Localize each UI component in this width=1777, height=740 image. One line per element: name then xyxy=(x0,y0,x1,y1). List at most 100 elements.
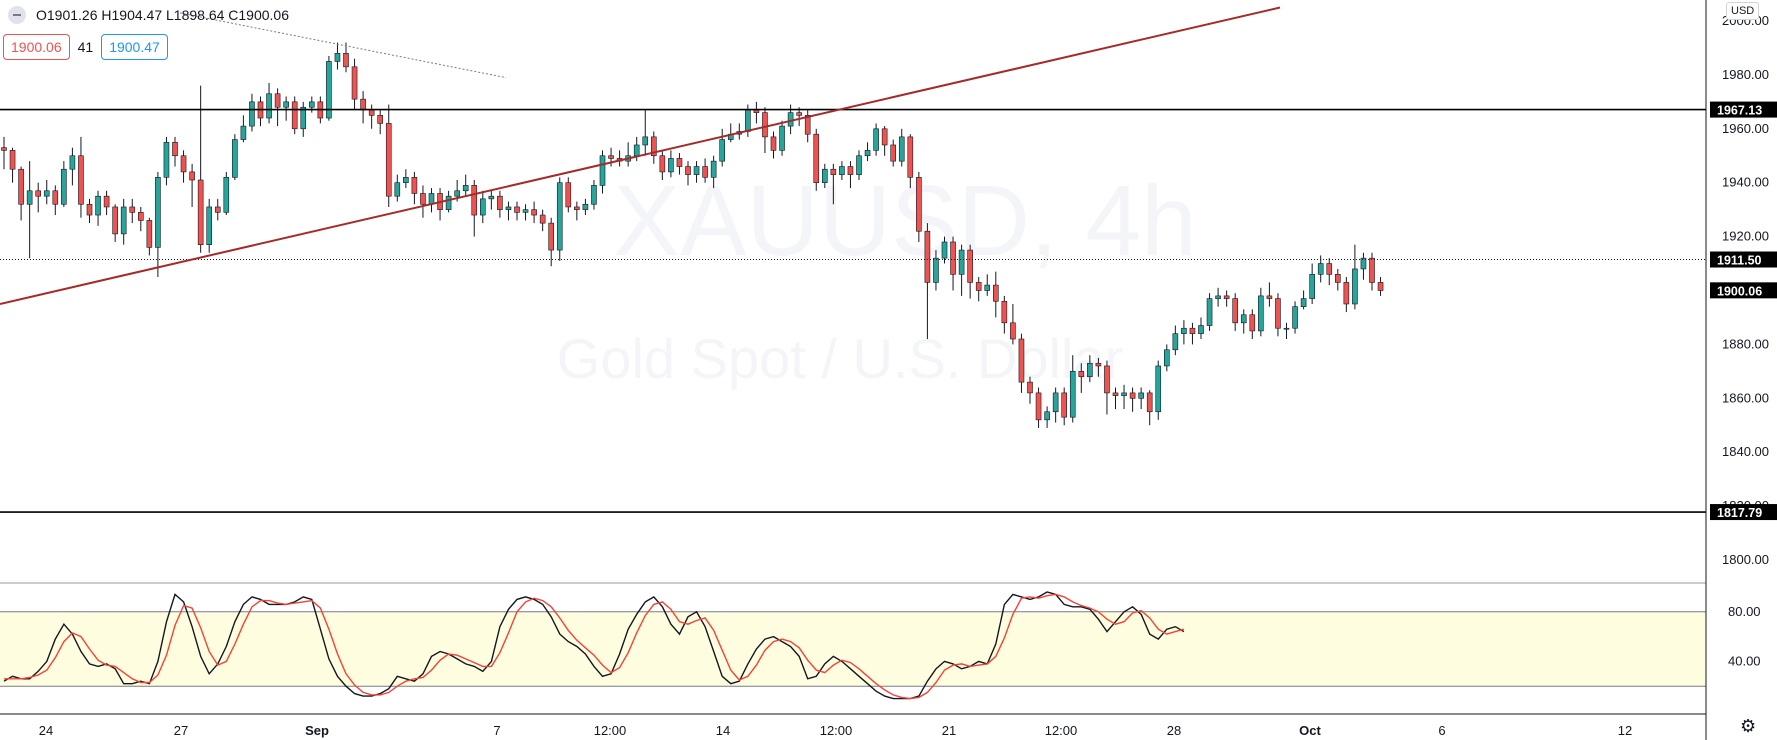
candle xyxy=(411,171,418,205)
candle xyxy=(821,163,828,189)
price-axis-label: 1817.79 xyxy=(1710,504,1777,520)
stochastic-band xyxy=(0,611,1706,687)
candle xyxy=(223,171,230,216)
candle xyxy=(155,171,161,278)
candle xyxy=(1121,384,1127,410)
candle xyxy=(1001,295,1008,334)
x-tick-label: 14 xyxy=(716,723,730,738)
trendline[interactable] xyxy=(179,12,507,79)
candle xyxy=(1275,293,1281,337)
gear-icon[interactable]: ⚙ xyxy=(1740,716,1757,736)
candle xyxy=(1240,309,1247,334)
y-tick-label: 1960.00 xyxy=(1722,121,1769,136)
legend-collapse-icon[interactable] xyxy=(8,6,26,24)
y-tick-label: 1880.00 xyxy=(1722,336,1769,351)
candle xyxy=(1035,387,1042,428)
y-tick-label: 1920.00 xyxy=(1722,229,1769,244)
ohlc-values: O1901.26 H1904.47 L1898.64 C1900.06 xyxy=(36,7,289,23)
buy-button[interactable]: 1900.47 xyxy=(101,34,168,60)
candle xyxy=(138,206,144,232)
candle xyxy=(112,204,118,242)
candle xyxy=(394,174,401,202)
candle xyxy=(514,201,520,221)
candle xyxy=(1352,244,1358,310)
candle xyxy=(1377,277,1384,296)
x-tick-label: 12:00 xyxy=(1045,723,1078,738)
candle xyxy=(351,58,358,110)
candle xyxy=(856,150,862,181)
candle xyxy=(804,109,811,143)
candle xyxy=(719,128,726,167)
candle xyxy=(78,136,84,218)
candle xyxy=(762,107,768,154)
candle xyxy=(1266,282,1273,307)
y-tick-label: 1980.00 xyxy=(1722,67,1769,82)
candle xyxy=(1343,277,1350,313)
candle xyxy=(531,201,537,224)
candle xyxy=(830,163,837,205)
candle xyxy=(1258,287,1264,337)
candle xyxy=(770,131,777,159)
svg-text:1817.79: 1817.79 xyxy=(1717,506,1762,520)
candle xyxy=(1309,263,1315,304)
candle xyxy=(693,161,700,183)
candle xyxy=(505,201,512,221)
candle xyxy=(206,198,212,253)
candle xyxy=(1300,290,1307,310)
candle xyxy=(1172,325,1179,356)
candle xyxy=(933,250,939,291)
watermark-description: Gold Spot / U.S. Dollar xyxy=(557,327,1123,390)
candle xyxy=(172,136,178,167)
candle xyxy=(479,190,486,224)
trade-buttons: 1900.06 41 1900.47 xyxy=(3,34,168,60)
candle xyxy=(129,198,136,224)
watermark-symbol: XAUUSD, 4h xyxy=(613,165,1197,277)
candle xyxy=(86,198,93,224)
candle xyxy=(565,177,572,213)
candle xyxy=(941,236,948,264)
candle xyxy=(1052,387,1059,423)
y-tick-label: 1860.00 xyxy=(1722,390,1769,405)
candle xyxy=(1104,360,1110,415)
x-tick-label: 12:00 xyxy=(594,723,627,738)
candle xyxy=(1326,258,1333,286)
candle xyxy=(1010,303,1016,345)
candle xyxy=(377,109,384,135)
candle xyxy=(403,169,409,189)
candle xyxy=(582,198,589,216)
candle xyxy=(1138,387,1144,410)
sell-button[interactable]: 1900.06 xyxy=(3,34,70,60)
candle xyxy=(950,236,956,291)
candle xyxy=(599,150,606,194)
candle xyxy=(69,147,76,186)
price-axis-label: 1967.13 xyxy=(1710,101,1777,118)
y-tick-label: 1940.00 xyxy=(1722,175,1769,190)
candle xyxy=(839,161,845,181)
x-tick-label: Sep xyxy=(305,723,329,738)
candle xyxy=(52,185,59,216)
candle xyxy=(214,198,221,221)
candle xyxy=(1129,387,1136,412)
candle xyxy=(1155,360,1162,420)
candle xyxy=(1018,333,1025,393)
candle xyxy=(574,201,580,221)
candle xyxy=(300,101,307,137)
currency-button[interactable]: USD xyxy=(1726,2,1760,20)
candle xyxy=(556,177,563,261)
candle xyxy=(642,109,649,156)
candle xyxy=(462,174,469,197)
candle xyxy=(249,93,255,132)
candle xyxy=(1078,363,1085,393)
trendline[interactable] xyxy=(0,6,1281,305)
candle xyxy=(1223,290,1230,307)
stochastic-tick-label: 80.00 xyxy=(1728,604,1761,619)
price-axis-label: 1900.06 xyxy=(1710,282,1777,299)
candle xyxy=(702,158,708,183)
candle xyxy=(120,198,127,245)
candle xyxy=(9,147,16,183)
candle xyxy=(1360,252,1367,280)
spread-value: 41 xyxy=(77,39,94,55)
candle xyxy=(334,42,341,70)
candle xyxy=(497,190,503,218)
